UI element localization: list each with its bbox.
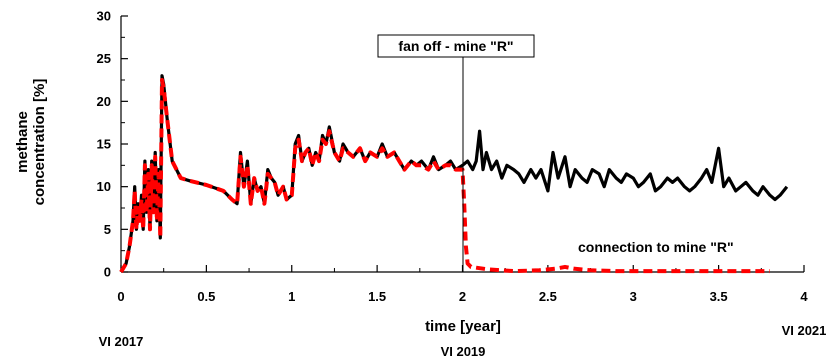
series-layer: [119, 74, 789, 274]
x-tick-label: 0: [117, 289, 124, 304]
x-tick-label: 1: [288, 289, 295, 304]
x-tick-label: 2.5: [539, 289, 557, 304]
x-tick-label: 1.5: [368, 289, 386, 304]
y-tick-label: 15: [97, 137, 111, 152]
fan-off-label: fan off - mine "R": [398, 38, 513, 54]
x-tick-label: 3.5: [710, 289, 728, 304]
y-tick-label: 5: [104, 222, 111, 237]
x-axis-title: time [year]: [425, 318, 501, 335]
y-tick-label: 0: [104, 265, 111, 280]
date-label-end: VI 2021: [782, 323, 827, 338]
y-ticks: 0 5 10 15 20 25 30: [97, 9, 128, 280]
y-tick-label: 30: [97, 9, 111, 24]
y-tick-label: 10: [97, 179, 111, 194]
fan-off-label-box: [377, 34, 535, 58]
x-tick-label: 4: [800, 289, 808, 304]
x-tick-label: 2: [459, 289, 466, 304]
series-line-red-dashed: [119, 78, 770, 274]
y-tick-label: 25: [97, 51, 111, 66]
date-label-middle: VI 2019: [441, 344, 486, 359]
connection-label: connection to mine "R": [578, 239, 734, 255]
date-label-start: VI 2017: [99, 334, 144, 349]
y-tick-label: 20: [97, 94, 111, 109]
x-tick-label: 3: [630, 289, 637, 304]
x-tick-label: 0.5: [197, 289, 215, 304]
x-ticks: 0 0.5 1 1.5 2 2.5 3 3.5 4: [117, 265, 808, 304]
y-axis-title-line1: methane: [14, 111, 31, 173]
y-axis-title-line2: concentration [%]: [31, 79, 48, 206]
